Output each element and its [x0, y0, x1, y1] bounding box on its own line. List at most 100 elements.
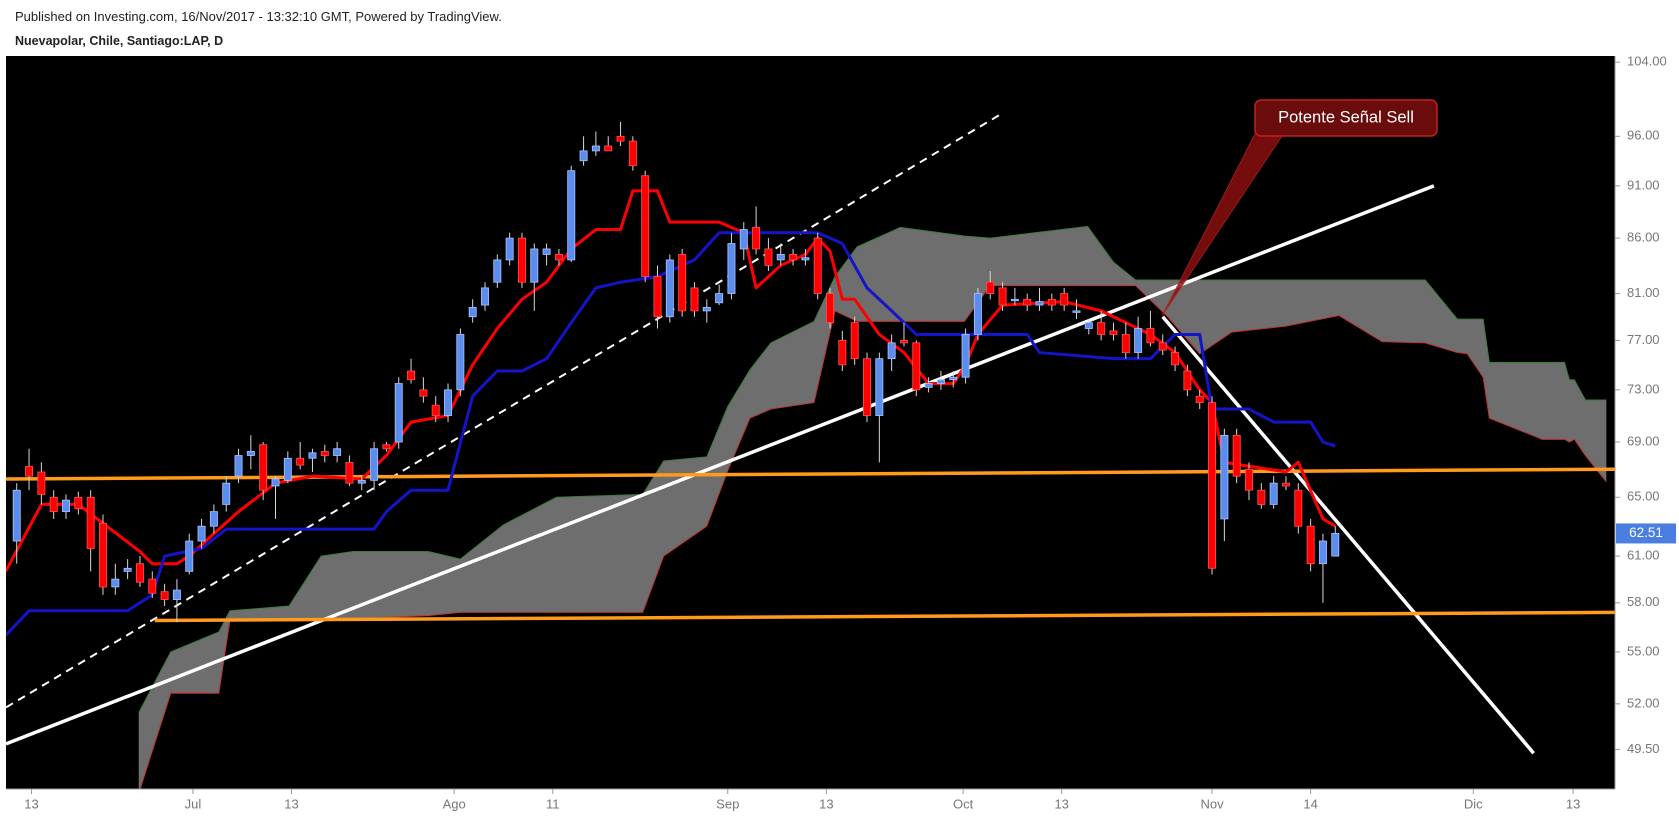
candle-body: [936, 379, 945, 384]
candle-body: [505, 237, 514, 261]
cloud-top-edge: [138, 225, 1607, 714]
candle-body: [801, 257, 810, 261]
candle-body: [394, 383, 403, 443]
candle-body: [727, 243, 736, 294]
candle-body: [604, 145, 613, 152]
candle-body: [135, 563, 144, 583]
y-tick-label: 73.00: [1627, 381, 1660, 396]
candle-body: [1010, 298, 1019, 302]
candle-body: [641, 175, 650, 277]
candle-body: [1047, 298, 1056, 306]
x-tick-label: 13: [24, 796, 38, 811]
candle-body: [37, 471, 46, 495]
candle-body: [1232, 434, 1241, 477]
candle-body: [74, 496, 83, 510]
y-tick-label: 69.00: [1627, 433, 1660, 448]
candle-body: [579, 150, 588, 162]
x-tick-label: 14: [1303, 796, 1317, 811]
candle-body: [1121, 334, 1130, 353]
candle-body: [567, 170, 576, 261]
annotation-box: [1254, 99, 1438, 137]
x-tick-label: Nov: [1200, 796, 1224, 811]
candle-body: [986, 281, 995, 294]
y-tick-label: 91.00: [1627, 177, 1660, 192]
trendline: [154, 610, 1615, 623]
candle-body: [764, 248, 773, 266]
series-layer: [6, 114, 1615, 789]
candle-body: [1294, 489, 1303, 527]
candle-body: [246, 451, 255, 456]
candle-body: [776, 254, 785, 261]
candle-body: [1269, 482, 1278, 505]
y-tick-label: 77.00: [1627, 332, 1660, 347]
candle-body: [456, 334, 465, 391]
trendline: [6, 184, 1435, 746]
candle-body: [899, 340, 908, 344]
candle-body: [1072, 310, 1081, 313]
x-tick-label: 13: [1054, 796, 1068, 811]
plot-area: [6, 56, 1615, 789]
candle-body: [875, 358, 884, 416]
x-tick-label: Oct: [953, 796, 974, 811]
annotation-text: Potente Señal Sell: [1278, 108, 1414, 126]
candle-body: [591, 145, 600, 152]
y-tick-label: 81.00: [1627, 285, 1660, 300]
candle-body: [1109, 330, 1118, 335]
candle-body: [863, 358, 871, 416]
candle-body: [554, 254, 563, 261]
x-tick-label: Dic: [1464, 796, 1483, 811]
y-tick-label: 52.00: [1627, 695, 1660, 710]
y-tick-label: 65.00: [1627, 489, 1660, 504]
candle-body: [887, 342, 896, 360]
candle-body: [961, 334, 970, 378]
candle-body: [209, 511, 218, 527]
candle-body: [271, 478, 280, 487]
candle-body: [1208, 402, 1217, 569]
candle-body: [357, 479, 366, 484]
chart-title: Nuevapolar, Chile, Santiago:LAP, D: [15, 34, 223, 48]
candle-body: [1023, 298, 1032, 306]
candle-body: [407, 370, 416, 381]
candle-body: [1318, 540, 1327, 565]
y-tick-label: 49.50: [1627, 741, 1660, 756]
y-tick-label: 58.00: [1627, 594, 1660, 609]
candle-body: [850, 322, 859, 360]
candle-body: [62, 499, 70, 513]
candle-body: [1171, 352, 1180, 366]
candle-body: [912, 342, 921, 391]
candle-body: [320, 451, 329, 456]
candle-body: [370, 448, 379, 481]
candle-body: [283, 457, 292, 481]
candle-body: [826, 293, 835, 323]
candle-body: [715, 293, 724, 304]
candle-body: [1158, 342, 1167, 351]
candle-body: [665, 259, 674, 318]
candle-body: [234, 455, 243, 477]
x-tick-label: Jul: [185, 796, 202, 811]
candle-body: [1331, 533, 1340, 557]
candle-body: [813, 237, 822, 294]
candle-body: [99, 522, 107, 588]
candle-body: [973, 293, 982, 335]
candle-body: [1084, 322, 1093, 329]
candle-body: [1097, 322, 1106, 335]
candle-body: [924, 383, 933, 388]
trendline: [6, 467, 1615, 481]
candle-body: [1257, 489, 1266, 505]
candle-body: [752, 227, 761, 250]
candle-body: [12, 489, 21, 542]
candle-body: [259, 444, 268, 491]
candle-body: [345, 461, 354, 484]
candle-body: [1282, 482, 1290, 487]
candle-body: [998, 287, 1007, 306]
candle-body: [616, 135, 625, 142]
candle-body: [382, 444, 391, 450]
candle-body: [185, 540, 194, 572]
candle-body: [1146, 328, 1155, 344]
last-price-label: 62.51: [1629, 525, 1663, 540]
indicator-line: [6, 231, 1336, 637]
trendline: [1161, 315, 1536, 755]
candle-body: [1306, 525, 1315, 565]
